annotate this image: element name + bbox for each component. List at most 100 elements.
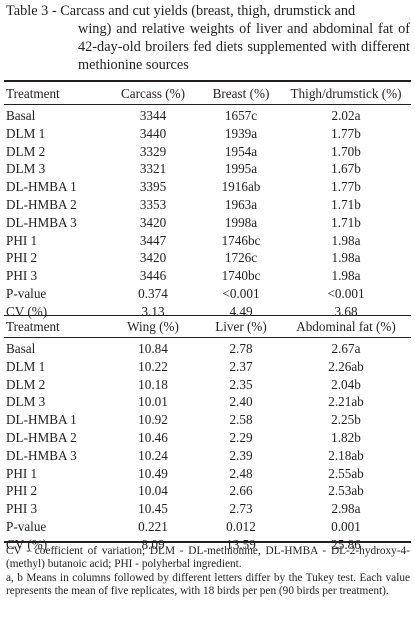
treatment-cell: Basal [6, 108, 36, 123]
table-row: P-value 0.374 <0.001 <0.001 [0, 285, 415, 302]
value-cell: 0.374 [138, 286, 168, 301]
table-row: PHI 3 3446 1740bc 1.98a [0, 267, 415, 284]
value-cell: 2.18ab [328, 447, 364, 463]
value-cell: 2.02a [331, 108, 361, 123]
value-cell: 2.39 [229, 447, 253, 463]
value-cell: 2.66 [229, 483, 253, 499]
value-cell: 2.29 [229, 430, 253, 445]
table-row: PHI 2 10.04 2.66 2.53ab [0, 482, 415, 499]
table-row: PHI 1 10.49 2.48 2.55ab [0, 465, 415, 482]
table-row: DLM 3 3321 1995a 1.67b [0, 160, 415, 177]
value-cell: 1998a [224, 214, 258, 230]
value-cell: 2.55ab [328, 465, 364, 481]
value-cell: Thigh/drumstick (%) [290, 86, 402, 101]
value-cell: <0.001 [327, 286, 365, 301]
value-cell: 10.92 [138, 412, 168, 428]
value-cell: 1939a [224, 125, 258, 141]
value-cell: 8.09 [141, 536, 165, 552]
value-cell: 2.04b [331, 376, 361, 392]
treatment-cell: PHI 1 [6, 232, 38, 248]
value-cell: 3446 [139, 268, 167, 284]
value-cell: 1.77b [331, 179, 361, 195]
treatment-cell: P-value [6, 286, 47, 301]
top-rule [4, 80, 411, 82]
treatment-cell: CV (%) [6, 536, 48, 552]
value-cell: 2.58 [229, 412, 253, 428]
value-cell: Liver (%) [215, 319, 267, 334]
table-row: DLM 1 3440 1939a 1.77b [0, 125, 415, 142]
treatment-cell: PHI 3 [6, 268, 38, 284]
treatment-cell: DLM 3 [6, 394, 46, 410]
caption-rest: wing) and relative weights of liver and … [78, 21, 410, 73]
value-cell: 10.22 [138, 358, 168, 374]
value-cell: 0.012 [226, 519, 256, 534]
value-cell: <0.001 [222, 286, 260, 301]
value-cell: 1.98a [331, 268, 361, 284]
table-row: DLM 3 10.01 2.40 2.21ab [0, 393, 415, 410]
value-cell: 2.37 [229, 358, 253, 374]
value-cell: 1.77b [331, 125, 361, 141]
value-cell: 1.67b [331, 161, 361, 177]
treatment-cell: P-value [6, 519, 47, 534]
value-cell: Abdominal fat (%) [296, 319, 396, 334]
table-row: DL-HMBA 2 10.46 2.29 1.82b [0, 429, 415, 446]
value-cell: 2.35 [229, 376, 253, 392]
value-cell: 3420 [139, 250, 167, 266]
header-row: Treatment Carcass (%) Breast (%) Thigh/drum… [0, 85, 415, 102]
value-cell: 1.82b [331, 430, 361, 445]
value-cell: 2.67a [331, 341, 361, 356]
value-cell: Carcass (%) [120, 86, 186, 101]
treatment-cell: DL-HMBA 2 [6, 197, 77, 212]
value-cell: 1726c [224, 250, 258, 266]
treatment-cell: DL-HMBA 1 [6, 179, 77, 195]
value-cell: 1746bc [221, 232, 261, 248]
value-cell: 2.21ab [328, 394, 364, 410]
table-row: DL-HMBA 2 3353 1963a 1.71b [0, 196, 415, 213]
value-cell: 1.98a [331, 250, 361, 266]
table-row: DL-HMBA 1 3395 1916ab 1.77b [0, 178, 415, 195]
value-cell: 1.71b [331, 197, 361, 212]
value-cell: 13.59 [226, 536, 256, 552]
header-rule [4, 104, 411, 105]
value-cell: 0.221 [138, 519, 168, 534]
treatment-cell: DL-HMBA 3 [6, 214, 77, 230]
table-row: DLM 1 10.22 2.37 2.26ab [0, 358, 415, 375]
table-row: PHI 3 10.45 2.73 2.98a [0, 500, 415, 517]
value-cell: 10.01 [138, 394, 168, 410]
value-cell: 25.86 [331, 536, 361, 552]
table-row: DL-HMBA 1 10.92 2.58 2.25b [0, 411, 415, 428]
value-cell: 10.18 [138, 376, 168, 392]
treatment-cell: DLM 2 [6, 143, 46, 159]
treatment-cell: DLM 1 [6, 358, 46, 374]
table-row: Basal 10.84 2.78 2.67a [0, 340, 415, 357]
section-rule [4, 315, 411, 316]
treatment-cell: DL-HMBA 2 [6, 430, 77, 445]
value-cell: Breast (%) [212, 86, 270, 101]
value-cell: 2.48 [229, 465, 253, 481]
value-cell: 3440 [139, 125, 167, 141]
value-cell: 10.46 [138, 430, 168, 445]
treatment-cell: Treatment [6, 86, 60, 101]
table-row: DLM 2 3329 1954a 1.70b [0, 143, 415, 160]
value-cell: 2.73 [229, 501, 253, 517]
footnote-abbreviations: CV - coefficient of variation; DLM - DL-… [6, 545, 410, 571]
value-cell: 3447 [139, 232, 167, 248]
value-cell: 3395 [139, 179, 167, 195]
value-cell: 0.001 [331, 519, 361, 534]
header-row: Treatment Wing (%) Liver (%) Abdominal fat … [0, 318, 415, 335]
value-cell: 2.26ab [328, 358, 364, 374]
treatment-cell: DLM 1 [6, 125, 46, 141]
treatment-cell: Basal [6, 341, 36, 356]
treatment-cell: Treatment [6, 319, 60, 334]
treatment-cell: DLM 2 [6, 376, 46, 392]
table-caption: Table 3 - Carcass and cut yields (breast… [6, 2, 410, 74]
value-cell: 1.71b [331, 214, 361, 230]
value-cell: 1995a [224, 161, 258, 177]
value-cell: 2.25b [331, 412, 361, 428]
table-row: PHI 1 3447 1746bc 1.98a [0, 232, 415, 249]
value-cell: 10.04 [138, 483, 168, 499]
treatment-cell: PHI 2 [6, 483, 38, 499]
treatment-cell: DL-HMBA 3 [6, 447, 77, 463]
value-cell: 3344 [139, 108, 167, 123]
table-row: PHI 2 3420 1726c 1.98a [0, 249, 415, 266]
